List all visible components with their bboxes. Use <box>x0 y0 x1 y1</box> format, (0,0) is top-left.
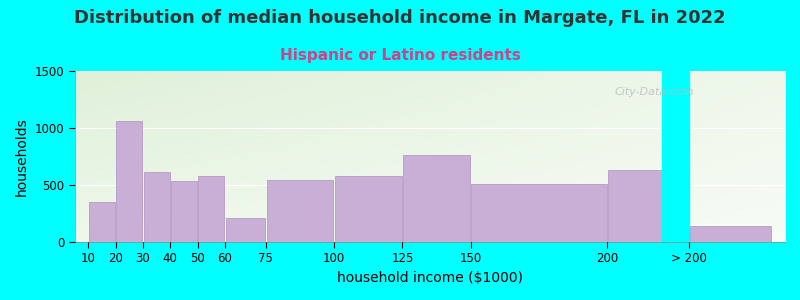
Bar <box>471 184 606 242</box>
Bar <box>690 226 770 242</box>
Y-axis label: households: households <box>15 117 29 196</box>
Bar <box>226 218 265 242</box>
Bar <box>335 176 402 242</box>
Bar <box>403 155 470 242</box>
Bar <box>266 181 334 242</box>
Bar <box>143 172 170 242</box>
Text: Distribution of median household income in Margate, FL in 2022: Distribution of median household income … <box>74 9 726 27</box>
Bar <box>198 176 224 242</box>
Bar <box>89 202 115 242</box>
Text: City-Data.com: City-Data.com <box>614 86 694 97</box>
Bar <box>171 181 197 242</box>
X-axis label: household income ($1000): household income ($1000) <box>337 271 522 285</box>
Text: Hispanic or Latino residents: Hispanic or Latino residents <box>279 48 521 63</box>
Bar <box>608 169 689 242</box>
Bar <box>116 121 142 242</box>
Bar <box>662 71 690 242</box>
